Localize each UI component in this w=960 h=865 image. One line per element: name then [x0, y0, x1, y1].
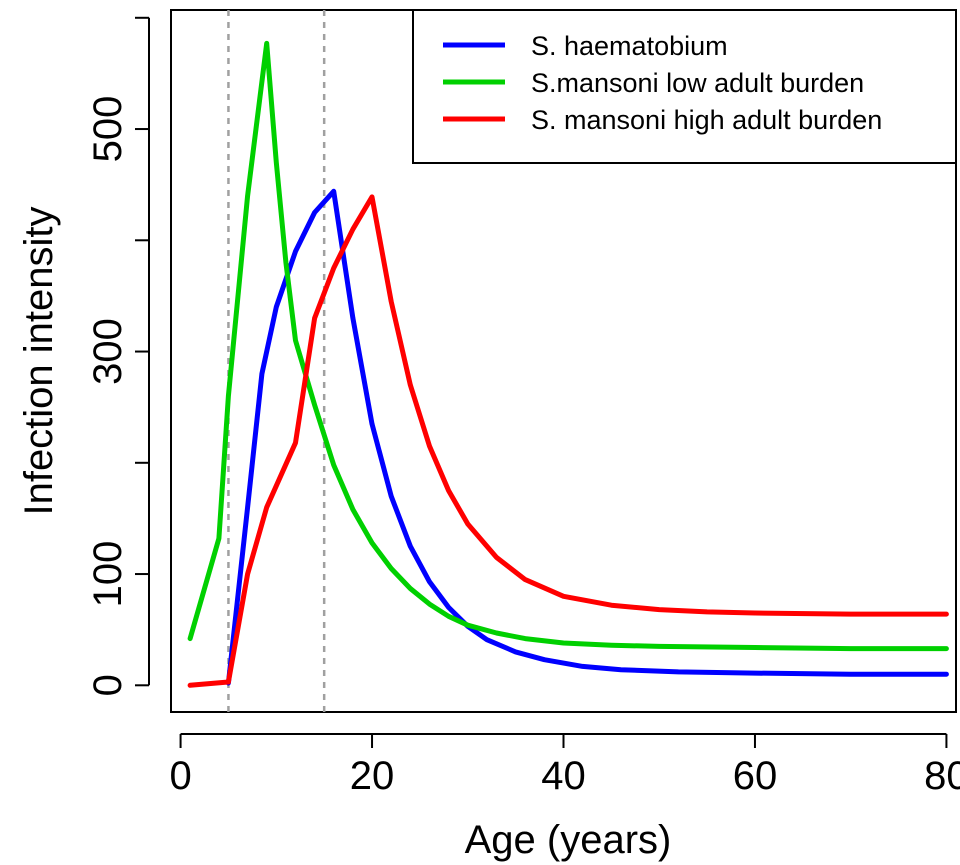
x-axis-title: Age (years)	[465, 818, 672, 862]
y-axis-title: Infection intensity	[17, 206, 61, 515]
legend-label-0: S. haematobium	[531, 31, 728, 61]
reference-lines	[227, 10, 326, 712]
x-tick-label: 60	[733, 754, 778, 798]
x-tick-label: 20	[350, 754, 395, 798]
y-tick-label: 0	[86, 674, 130, 696]
legend-box	[412, 9, 957, 164]
x-axis: 0 20 40 60 80	[169, 733, 960, 798]
y-tick-label: 300	[86, 318, 130, 385]
y-tick-label: 500	[86, 96, 130, 163]
legend-label-2: S. mansoni high adult burden	[531, 105, 882, 135]
series-lines	[187, 40, 949, 688]
y-axis: 0 100 300 500	[86, 16, 150, 696]
series-line-2	[187, 194, 949, 688]
legend-label-1: S.mansoni low adult burden	[531, 68, 864, 98]
legend: S. haematobium S.mansoni low adult burden…	[412, 9, 957, 164]
y-tick-label: 100	[86, 541, 130, 608]
x-tick-label: 0	[169, 754, 191, 798]
series-line-1	[187, 40, 949, 652]
x-tick-label: 40	[541, 754, 586, 798]
x-tick-label: 80	[924, 754, 960, 798]
